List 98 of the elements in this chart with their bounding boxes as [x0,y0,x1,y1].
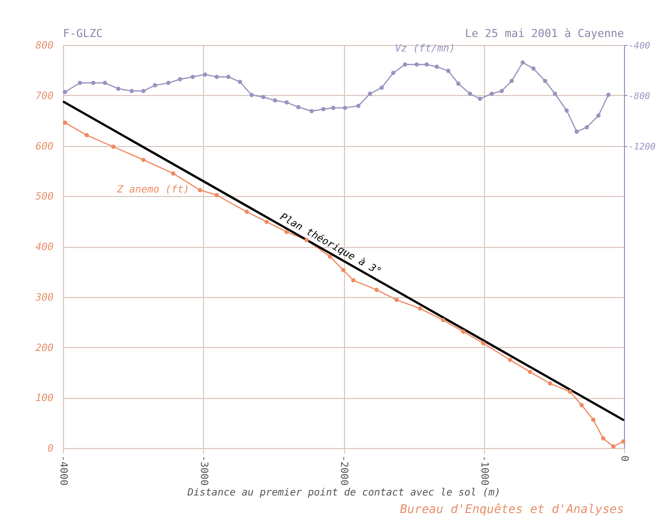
point [500,88,504,94]
point [62,90,68,94]
point [190,74,195,79]
y-tick-label: 700 [35,90,54,102]
point [591,418,596,422]
point [424,62,429,67]
point [141,88,146,94]
point [331,106,336,110]
y-tick-label: 200 [35,342,54,354]
point [446,68,450,73]
point [574,130,579,134]
point [341,268,346,272]
point [542,78,548,84]
point [261,94,266,100]
point [461,330,466,334]
point [580,403,584,408]
point [214,74,219,79]
point [456,82,460,86]
point [394,298,399,302]
point [402,62,408,67]
point [141,158,146,162]
point [601,436,606,441]
series-label: Z anemo (ft) [116,184,190,196]
point [391,70,396,75]
point [596,113,601,118]
point [202,72,208,77]
point [116,86,120,91]
point [621,439,626,444]
point [238,80,242,84]
x-axis-title: Distance au premier point de contact avec le sol (m) [186,488,501,499]
point [310,109,314,114]
point [368,92,372,96]
series-label: Vz (ft/mn) [394,44,456,55]
point [606,92,611,97]
point [351,278,356,282]
point [111,144,116,149]
point [284,100,289,105]
point [478,96,482,101]
point [342,106,348,110]
y2-tick-label: -400 [628,42,650,52]
point [490,92,494,96]
y-tick-label: 400 [35,242,54,253]
point [264,220,269,224]
point [510,78,514,84]
point [548,381,552,386]
point [152,83,158,88]
point [611,444,616,449]
y-tick-label: 600 [35,141,54,152]
point [568,389,572,394]
point [102,80,108,86]
point [62,120,68,125]
point [418,306,422,311]
point [78,80,82,86]
point [520,60,525,65]
point [481,341,486,346]
point [584,125,589,130]
y-tick-label: 0 [47,444,54,454]
point [321,106,326,112]
y-tick-label: 100 [35,393,54,404]
y2-tick-label: -1200 [628,142,656,152]
point [414,62,419,67]
point [468,92,472,96]
point [226,74,230,79]
point [244,210,249,214]
point [356,104,360,108]
x-tick-label: -4000 [58,456,68,486]
chart-subtitle: Le 25 mai 2001 à Cayenne [465,27,624,40]
point [272,98,278,103]
point [214,193,219,198]
x-tick-label: -3000 [198,456,209,486]
point [380,86,384,90]
text: Bureau d'Enquêtes et d'Analyses [400,502,624,516]
point [441,318,446,322]
y-tick-label: 300 [34,292,54,304]
point [178,77,182,82]
x-tick-label: -2000 [338,456,349,486]
x-tick-label: 0 [618,456,630,462]
y2-tick-label: -800 [628,92,650,102]
point [284,230,289,234]
chart-title: F-GLZC [63,27,103,40]
point [84,133,89,138]
y-tick-label: 500 [35,192,54,203]
point [508,358,512,362]
x-tick-label: -1000 [478,456,490,486]
point [171,171,176,176]
point [531,66,536,71]
point [434,64,439,69]
point [250,92,254,98]
point [130,88,134,94]
point [91,80,96,86]
point [552,92,558,96]
point [166,80,170,86]
y-tick-label: 800 [35,40,54,52]
point [528,370,532,374]
point [564,108,569,113]
point [198,188,202,192]
point [296,104,300,110]
point [374,288,379,292]
